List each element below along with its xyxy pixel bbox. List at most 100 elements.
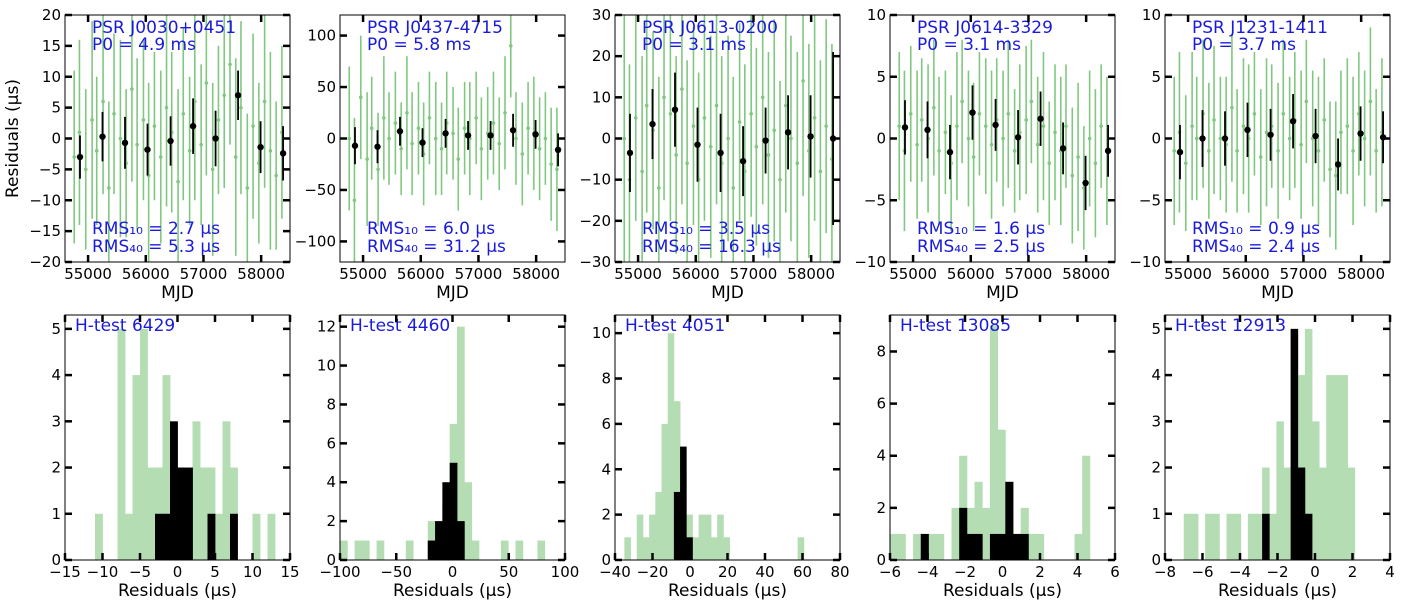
unbinned-point [1230,105,1234,110]
unbinned-point [135,142,139,147]
y-tick-label: 5 [1151,68,1161,86]
x-tick-label: 55000 [1164,265,1212,283]
x-tick-label: 0 [685,563,695,581]
hist-bar-all [928,533,937,560]
y-tick-label: 0 [601,551,611,569]
binned-point [717,149,724,157]
pulsar-name: PSR J0613-0200 [642,18,778,38]
unbinned-point [1087,136,1092,141]
unbinned-point [1328,167,1332,172]
unbinned-point [112,112,116,116]
x-tick-label: −40 [599,563,631,581]
binned-point [807,133,814,140]
y-tick-label: −5 [864,191,886,209]
rms40-label: RMS₄₀ = 2.4 μs [1192,237,1320,257]
x-tick-label: −4 [916,563,938,581]
unbinned-point [1041,124,1046,128]
unbinned-point [352,198,357,203]
hist-bar-binned [1290,328,1299,560]
unbinned-point [549,162,553,167]
y-tick-label: 1 [51,505,61,523]
plot-area [1183,328,1356,560]
htest-label: H-test 13085 [900,316,1011,336]
hist-bar-all [1233,513,1242,560]
hist-bar-all [1036,533,1045,560]
x-axis-label: MJD [436,283,469,303]
htest-label: H-test 4051 [625,316,725,336]
pulsar-name: PSR J0614-3329 [917,18,1053,38]
period-label: P0 = 3.7 ms [1192,35,1296,55]
htest-label: H-test 4460 [350,316,450,336]
x-tick-label: −2 [1266,563,1288,581]
unbinned-point [387,136,391,141]
binned-point [992,121,999,129]
y-tick-label: 5 [876,68,886,86]
unbinned-point [1264,130,1269,135]
unbinned-point [1281,112,1286,116]
x-axis-label: Residuals (μs) [943,581,1062,601]
binned-point [762,137,769,144]
x-tick-label: 5 [210,563,220,581]
hist-bar-all [655,491,662,560]
unbinned-point [1287,136,1292,141]
x-tick-label: 55000 [614,265,662,283]
y-tick-label: 2 [1151,459,1161,477]
binned-point [671,106,679,113]
unbinned-point [749,112,753,116]
binned-point [1176,148,1184,156]
y-tick-label: 2 [326,512,336,530]
unbinned-point [141,118,146,122]
unbinned-point [497,141,502,146]
unbinned-point [1076,155,1080,159]
hist-bar-all [1226,513,1235,560]
rms40-label: RMS₄₀ = 2.5 μs [917,237,1045,257]
unbinned-point [915,142,919,147]
y-tick-label: 6 [601,415,611,433]
binned-point [189,122,197,130]
unbinned-point [908,112,913,116]
unbinned-point [818,169,823,174]
hist-bar-all [1255,513,1263,560]
binned-point [1267,131,1274,138]
unbinned-point [251,124,255,128]
x-tick-label: 58000 [512,265,560,283]
x-tick-label: −20 [637,563,669,581]
unbinned-point [228,62,232,67]
binned-point [464,132,472,139]
binned-point [509,127,517,134]
unbinned-point [262,99,267,104]
unbinned-point [268,149,273,153]
unbinned-point [479,146,484,151]
x-tick-label: −10 [87,563,119,581]
hist-bar-all [354,540,363,560]
x-tick-label: 56000 [397,265,445,283]
unbinned-point [347,136,352,141]
unbinned-point [537,146,542,151]
y-tick-label: −20 [29,253,61,271]
binned-point [1221,135,1229,142]
rms10-label: RMS₁₀ = 1.6 μs [917,219,1045,239]
unbinned-point [662,95,666,100]
unbinned-point [633,116,638,120]
unbinned-point [1099,124,1103,128]
unbinned-point [1368,99,1373,104]
hist-bar-all [913,533,922,560]
binned-point [1312,132,1319,140]
y-tick-label: 30 [592,6,611,24]
y-tick-label: 0 [326,551,336,569]
unbinned-point [1093,161,1098,165]
plot-area [340,326,546,560]
unbinned-point [1258,155,1263,159]
x-tick-label: 80 [830,563,849,581]
y-tick-label: 6 [876,395,886,413]
unbinned-point [708,144,713,149]
x-tick-label: 4 [1385,563,1395,581]
htest-label: H-test 12913 [1175,316,1286,336]
x-tick-label: 10 [243,563,262,581]
hist-bar-all [515,540,524,560]
unbinned-point [943,130,948,135]
hist-bar-all [132,375,141,560]
